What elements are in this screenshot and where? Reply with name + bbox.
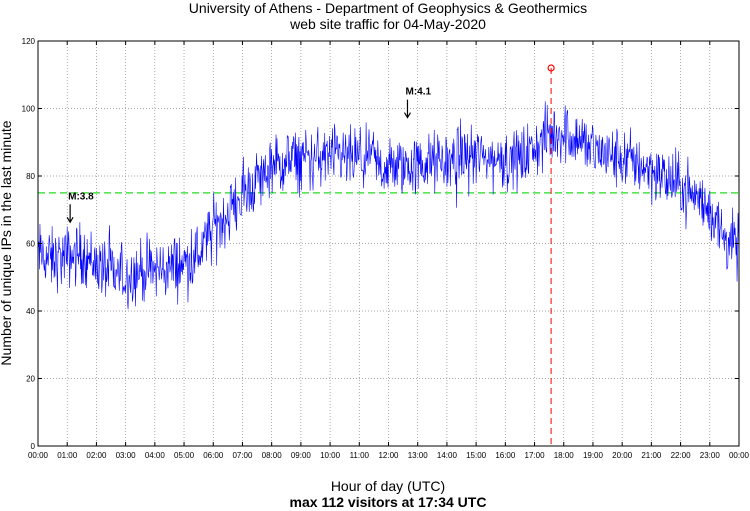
x-tick-label: 18:00 [554, 451, 575, 460]
x-tick-label: 21:00 [641, 451, 662, 460]
chart-subtitle: web site traffic for 04-May-2020 [289, 16, 486, 32]
event-annotation-label: M:3.8 [68, 191, 94, 202]
event-annotation-arrow [403, 99, 411, 119]
y-tick-label: 120 [22, 37, 36, 46]
x-tick-label: 11:00 [350, 451, 370, 460]
x-tick-label: 16:00 [495, 451, 516, 460]
x-tick-label: 02:00 [86, 451, 107, 460]
max-marker-point [547, 64, 555, 72]
y-tick-label: 80 [26, 172, 35, 181]
x-tick-label: 23:00 [700, 451, 721, 460]
traffic-series-line [37, 101, 740, 310]
x-tick-label: 19:00 [583, 451, 604, 460]
x-tick-label: 10:00 [320, 451, 341, 460]
x-tick-label: 20:00 [612, 451, 633, 460]
x-tick-label: 01:00 [57, 451, 78, 460]
event-annotation-label: M:4.1 [405, 87, 431, 98]
x-tick-label: 14:00 [437, 451, 458, 460]
x-tick-label: 17:00 [525, 451, 546, 460]
x-tick-label: 07:00 [232, 451, 253, 460]
annotation-layer: M:3.8 M:4.1 [66, 87, 431, 224]
x-tick-label: 05:00 [174, 451, 195, 460]
x-tick-label: 13:00 [408, 451, 429, 460]
x-tick-label: 00:00 [729, 451, 750, 460]
x-tick-label: 04:00 [145, 451, 166, 460]
x-tick-label: 09:00 [291, 451, 312, 460]
y-tick-label: 0 [31, 442, 36, 451]
x-axis-label: Hour of day (UTC) [331, 478, 445, 494]
max-visitors-note: max 112 visitors at 17:34 UTC [290, 494, 487, 510]
chart-title: University of Athens - Department of Geo… [189, 0, 587, 16]
max-marker-layer [547, 64, 555, 446]
x-tick-label: 08:00 [262, 451, 283, 460]
plot-area [38, 41, 739, 446]
x-tick-label: 00:00 [28, 451, 49, 460]
series-layer [37, 101, 740, 310]
y-tick-label: 20 [26, 375, 35, 384]
event-annotation-arrow [66, 204, 74, 224]
x-tick-label: 22:00 [671, 451, 692, 460]
x-tick-label: 12:00 [378, 451, 399, 460]
y-tick-label: 60 [26, 240, 35, 249]
y-tick-label: 40 [26, 307, 35, 316]
y-axis-ticks: 0 20 40 60 80 100 120 [22, 37, 739, 451]
x-tick-label: 06:00 [203, 451, 224, 460]
y-tick-label: 100 [22, 105, 36, 114]
x-tick-label: 15:00 [466, 451, 487, 460]
y-axis-label: Number of unique IPs in the last minute [0, 120, 14, 365]
x-tick-label: 03:00 [116, 451, 137, 460]
x-axis-ticks: 00:00 01:00 02:00 03:00 04:00 05:00 06:00 07:00… [28, 41, 750, 460]
